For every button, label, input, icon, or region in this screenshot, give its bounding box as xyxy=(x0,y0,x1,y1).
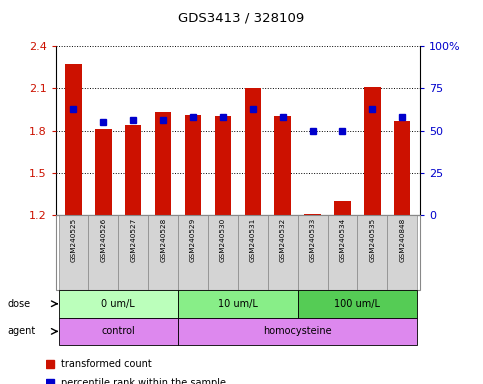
Bar xyxy=(327,215,357,290)
Text: GSM240525: GSM240525 xyxy=(71,218,76,262)
Text: GSM240530: GSM240530 xyxy=(220,218,226,262)
Bar xyxy=(178,290,298,318)
Bar xyxy=(394,121,411,215)
Text: GSM240532: GSM240532 xyxy=(280,218,286,262)
Bar xyxy=(298,215,327,290)
Text: GSM240531: GSM240531 xyxy=(250,218,256,262)
Text: GSM240534: GSM240534 xyxy=(340,218,345,262)
Bar xyxy=(238,215,268,290)
Text: GSM240535: GSM240535 xyxy=(369,218,375,262)
Bar xyxy=(208,215,238,290)
Bar xyxy=(334,201,351,215)
Bar xyxy=(148,215,178,290)
Bar xyxy=(88,215,118,290)
Text: dose: dose xyxy=(7,299,30,309)
Bar xyxy=(304,214,321,215)
Text: transformed count: transformed count xyxy=(61,359,152,369)
Text: GSM240533: GSM240533 xyxy=(310,218,315,262)
Text: GSM240527: GSM240527 xyxy=(130,218,136,262)
Bar xyxy=(244,88,261,215)
Bar xyxy=(65,65,82,215)
Bar xyxy=(387,215,417,290)
Bar xyxy=(125,125,142,215)
Bar xyxy=(118,215,148,290)
Bar xyxy=(357,215,387,290)
Text: homocysteine: homocysteine xyxy=(263,326,332,336)
Text: agent: agent xyxy=(7,326,35,336)
Text: control: control xyxy=(101,326,135,336)
Text: percentile rank within the sample: percentile rank within the sample xyxy=(61,378,226,384)
Text: GSM240528: GSM240528 xyxy=(160,218,166,262)
Bar xyxy=(95,129,112,215)
Text: 100 um/L: 100 um/L xyxy=(334,299,381,309)
Text: GSM240526: GSM240526 xyxy=(100,218,106,262)
Bar xyxy=(274,116,291,215)
Text: GDS3413 / 328109: GDS3413 / 328109 xyxy=(178,12,305,25)
Text: GSM240529: GSM240529 xyxy=(190,218,196,262)
Bar xyxy=(58,290,178,318)
Bar xyxy=(364,87,381,215)
Bar xyxy=(58,318,178,345)
Text: GSM240848: GSM240848 xyxy=(399,218,405,262)
Bar xyxy=(268,215,298,290)
Bar xyxy=(298,290,417,318)
Bar xyxy=(215,116,231,215)
Text: 0 um/L: 0 um/L xyxy=(101,299,135,309)
Bar xyxy=(58,215,88,290)
Bar xyxy=(185,115,201,215)
Bar xyxy=(155,112,171,215)
Bar xyxy=(178,318,417,345)
Text: 10 um/L: 10 um/L xyxy=(218,299,258,309)
Bar xyxy=(178,215,208,290)
